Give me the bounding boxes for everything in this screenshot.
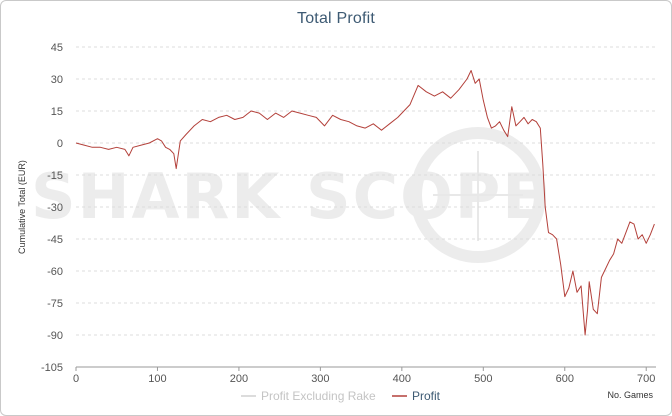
y-tick-label: -90 <box>47 330 63 342</box>
x-tick-label: 700 <box>637 373 655 385</box>
chart-title: Total Profit <box>297 10 375 27</box>
x-tick-label: 500 <box>474 373 492 385</box>
x-tick-label: 300 <box>311 373 329 385</box>
y-tick-label: -15 <box>47 170 63 182</box>
y-tick-label: 45 <box>51 42 63 54</box>
x-tick-label: 100 <box>148 373 166 385</box>
series-line-1 <box>75 70 655 336</box>
y-tick-label: 15 <box>51 106 63 118</box>
y-axis-label: Cumulative Total (EUR) <box>17 160 27 254</box>
y-tick-label: -45 <box>47 234 63 246</box>
watermark-scope-ring <box>410 127 546 263</box>
legend-label-0[interactable]: Profit Excluding Rake <box>261 389 376 403</box>
watermark-text-left: SHARK <box>31 160 281 233</box>
x-axis-label: No. Games <box>607 390 653 400</box>
x-tick-label: 200 <box>230 373 248 385</box>
x-tick-label: 600 <box>556 373 574 385</box>
y-tick-label: 0 <box>57 138 63 150</box>
y-tick-label: -75 <box>47 298 63 310</box>
y-tick-label: 30 <box>51 74 63 86</box>
y-tick-label: -105 <box>41 362 63 374</box>
x-tick-label: 400 <box>393 373 411 385</box>
x-tick-label: 0 <box>73 373 79 385</box>
y-tick-label: -30 <box>47 202 63 214</box>
y-tick-label: -60 <box>47 266 63 278</box>
legend-label-1[interactable]: Profit <box>412 389 441 403</box>
